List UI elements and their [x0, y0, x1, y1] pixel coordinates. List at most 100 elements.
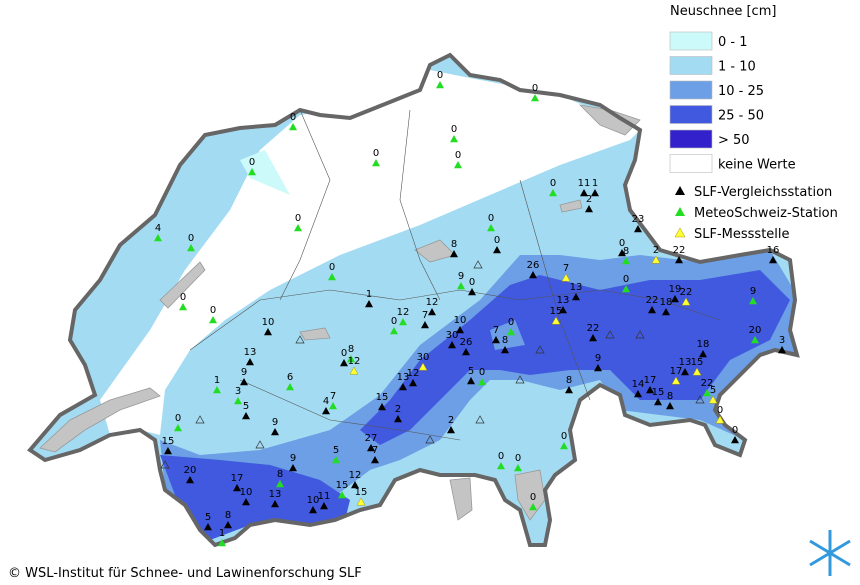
station-marker [529, 503, 537, 511]
station-value: 0 [530, 492, 536, 503]
station-value: 0 [391, 316, 397, 327]
station-marker [332, 456, 340, 464]
snow-region [160, 455, 350, 540]
station-value: 26 [527, 260, 540, 271]
station-value: 8 [623, 246, 629, 257]
station-value: 0 [515, 453, 521, 464]
station-value: 10 [307, 495, 320, 506]
copyright: © WSL-Institut für Schnee- und Lawinenfo… [8, 566, 362, 581]
station-marker [662, 308, 670, 316]
station-marker [450, 250, 458, 258]
station-marker [347, 355, 355, 363]
station-value: 3 [235, 386, 241, 397]
station-marker [187, 244, 195, 252]
station-value: 0 [623, 274, 629, 285]
station-marker [394, 415, 402, 423]
station-value: 0 [437, 70, 443, 81]
station-marker [390, 327, 398, 335]
legend-swatch [669, 80, 713, 100]
station-marker [674, 227, 686, 238]
station-value: 15 [162, 436, 175, 447]
station-value: 15 [355, 487, 368, 498]
station-marker [572, 293, 580, 301]
station-value: 13 [679, 357, 692, 368]
station-value: 0 [295, 213, 301, 224]
station-value: 8 [225, 510, 231, 521]
station-value: 12 [397, 307, 410, 318]
station-marker [646, 386, 654, 394]
station-value: 30 [446, 330, 459, 341]
station-marker [671, 376, 681, 385]
station-value: 0 [508, 317, 514, 328]
station-value: 0 [532, 83, 538, 94]
legend-swatch [669, 105, 713, 124]
station-marker [692, 367, 702, 376]
station-marker [457, 282, 465, 290]
station-marker [731, 436, 739, 444]
station-value: 9 [750, 286, 756, 297]
station-marker [580, 189, 588, 197]
station-value: 11 [318, 491, 331, 502]
station-value: 16 [767, 245, 780, 256]
station-value: 5 [710, 385, 716, 396]
station-marker [715, 415, 725, 424]
station-marker [708, 395, 718, 404]
station-value: 8 [277, 469, 283, 480]
station-value: 17 [231, 473, 244, 484]
station-marker [618, 249, 626, 257]
station-value: 13 [244, 347, 257, 358]
station-value: 0 [498, 451, 504, 462]
snow-region [360, 270, 790, 445]
station-value: 0 [341, 348, 347, 359]
station-marker [681, 297, 691, 306]
station-value: 4 [155, 223, 161, 234]
station-value: 13 [570, 282, 583, 293]
station-marker [371, 456, 379, 464]
station-marker [204, 523, 212, 531]
station-value: 12 [349, 470, 362, 481]
station-value: 5 [243, 401, 249, 412]
station-marker-empty [160, 460, 170, 469]
station-marker [320, 502, 328, 510]
station-marker [594, 364, 602, 372]
station-marker-empty [475, 415, 485, 424]
station-value: 22 [587, 323, 600, 334]
station-marker [551, 316, 561, 325]
station-value: 7 [493, 325, 499, 336]
station-marker [186, 476, 194, 484]
station-marker [421, 321, 429, 329]
station-marker [154, 234, 162, 242]
station-marker-empty [425, 435, 435, 444]
station-value: 1 [219, 528, 225, 539]
station-marker-empty [255, 440, 265, 449]
station-marker [531, 94, 539, 102]
station-marker-empty [535, 345, 545, 354]
station-marker [271, 500, 279, 508]
snow-region [100, 70, 640, 435]
station-marker [294, 224, 302, 232]
legend-label: SLF-Vergleichsstation [694, 185, 832, 200]
station-value: 12 [426, 297, 439, 308]
station-marker [456, 326, 464, 334]
station-value: 2 [448, 415, 454, 426]
station-value: 7 [372, 445, 378, 456]
station-value: 7 [422, 310, 428, 321]
station-marker [289, 464, 297, 472]
legend-swatch [669, 56, 713, 75]
station-marker [493, 246, 501, 254]
station-marker [651, 255, 661, 264]
station-value: 0 [469, 277, 475, 288]
station-value: 12 [407, 368, 420, 379]
station-marker [549, 189, 557, 197]
station-marker [492, 336, 500, 344]
station-marker [233, 484, 241, 492]
station-marker [501, 346, 509, 354]
station-marker-empty [605, 330, 615, 339]
station-marker [622, 285, 630, 293]
station-value: 5 [468, 366, 474, 377]
cantons [189, 109, 721, 441]
station-value: 6 [287, 372, 293, 383]
station-marker [340, 359, 348, 367]
